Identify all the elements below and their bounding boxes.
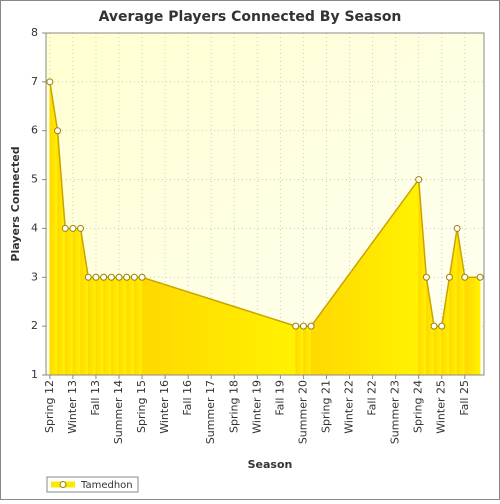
y-tick-label: 4 bbox=[31, 221, 38, 234]
point bbox=[46, 78, 54, 86]
area-segment bbox=[111, 276, 120, 376]
plot-area bbox=[45, 32, 485, 376]
x-tick-label: Spring 21 bbox=[319, 380, 332, 433]
line-segment bbox=[448, 228, 458, 278]
x-tick-label: Fall 19 bbox=[273, 380, 286, 416]
point bbox=[138, 273, 146, 281]
point bbox=[115, 273, 123, 281]
x-tick-label: Summer 20 bbox=[296, 380, 309, 444]
line-segment bbox=[49, 81, 59, 131]
point bbox=[299, 322, 307, 330]
point bbox=[415, 176, 423, 184]
area-segment bbox=[87, 276, 97, 376]
area-segment bbox=[134, 276, 143, 376]
x-tick-label: Winter 19 bbox=[250, 380, 263, 434]
point bbox=[84, 273, 92, 281]
point bbox=[438, 322, 446, 330]
point bbox=[123, 273, 131, 281]
point bbox=[107, 273, 115, 281]
x-tick-label: Winter 22 bbox=[343, 380, 356, 434]
area-segment bbox=[95, 276, 104, 376]
point bbox=[445, 273, 453, 281]
x-tick-label: Winter 13 bbox=[66, 380, 79, 434]
point bbox=[77, 224, 85, 232]
line-segment bbox=[440, 277, 451, 327]
x-tick-label: Summer 17 bbox=[204, 380, 217, 444]
line-segment bbox=[417, 179, 428, 278]
point bbox=[69, 224, 77, 232]
area-segment bbox=[118, 276, 127, 376]
legend bbox=[46, 476, 139, 493]
point bbox=[130, 273, 138, 281]
y-tick-label: 8 bbox=[31, 26, 38, 39]
area-segment bbox=[433, 325, 443, 376]
area-segment bbox=[295, 325, 304, 376]
x-tick-label: Fall 13 bbox=[89, 380, 102, 416]
chart-title: Average Players Connected By Season bbox=[99, 9, 402, 25]
line-segment bbox=[79, 228, 90, 278]
x-tick-label: Spring 12 bbox=[43, 380, 56, 433]
x-tick-label: Spring 18 bbox=[227, 380, 240, 433]
y-tick-label: 7 bbox=[31, 75, 38, 88]
legend-marker bbox=[59, 481, 67, 488]
line-segment bbox=[310, 179, 420, 327]
point bbox=[92, 273, 100, 281]
area-segment bbox=[303, 325, 312, 376]
y-tick-label: 1 bbox=[31, 368, 38, 381]
point bbox=[54, 127, 62, 135]
x-tick-label: Fall 22 bbox=[366, 380, 379, 416]
line-segment bbox=[56, 130, 66, 229]
x-tick-label: Spring 24 bbox=[412, 380, 425, 433]
area-segment bbox=[464, 276, 481, 376]
x-tick-label: Summer 14 bbox=[112, 380, 125, 444]
line-segment bbox=[425, 277, 435, 327]
y-tick-label: 3 bbox=[31, 270, 38, 283]
x-tick-label: Spring 15 bbox=[135, 380, 148, 433]
point bbox=[307, 322, 315, 330]
y-tick-label: 5 bbox=[31, 173, 38, 186]
legend-label: Tamedhon bbox=[80, 480, 133, 491]
point bbox=[453, 224, 461, 232]
point bbox=[476, 273, 484, 281]
area-segment bbox=[126, 276, 135, 376]
x-tick-label: Winter 16 bbox=[158, 380, 171, 434]
y-tick-label: 2 bbox=[31, 319, 38, 332]
x-axis-label: Season bbox=[248, 458, 293, 471]
point bbox=[61, 224, 69, 232]
point bbox=[430, 322, 438, 330]
area-segment bbox=[64, 228, 74, 376]
area-segment bbox=[72, 228, 81, 376]
y-tick-label: 6 bbox=[31, 124, 38, 137]
point bbox=[292, 322, 300, 330]
x-tick-label: Summer 23 bbox=[389, 380, 402, 444]
area-segment bbox=[103, 276, 112, 376]
x-tick-label: Fall 25 bbox=[458, 380, 471, 416]
x-tick-label: Fall 16 bbox=[181, 380, 194, 416]
point bbox=[100, 273, 108, 281]
point bbox=[461, 273, 469, 281]
line-segment bbox=[141, 276, 296, 327]
y-axis-label: Players Connected bbox=[9, 146, 22, 261]
line-segment bbox=[456, 228, 466, 278]
point bbox=[422, 273, 430, 281]
x-tick-label: Winter 25 bbox=[435, 380, 448, 434]
